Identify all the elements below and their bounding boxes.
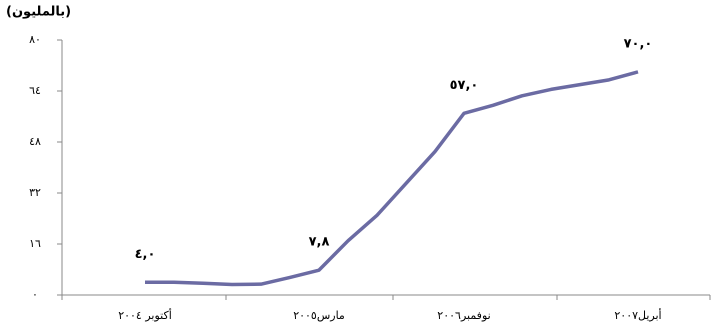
value-label: ٥٧,٠	[450, 78, 479, 93]
line	[145, 70, 639, 287]
value-label: ٧٠,٠	[624, 36, 653, 51]
y-tick-label: ٨٠	[29, 33, 41, 46]
value-label: ٧,٨	[309, 235, 330, 250]
y-tick-label: ١٦	[29, 237, 41, 250]
unit-label: (بالمليون)	[6, 5, 71, 20]
value-label: ٤,٠	[135, 247, 156, 262]
x-tick-label: أبريل٢٠٠٧	[614, 308, 661, 322]
x-tick-label: أكتوبر ٢٠٠٤	[118, 308, 172, 322]
x-tick-label: مارس٢٠٠٥	[293, 309, 345, 322]
y-tick-label: ٤٨	[29, 135, 41, 148]
y-tick-label: ٠	[32, 288, 38, 301]
y-tick-label: ٦٤	[29, 84, 41, 97]
x-tick-label: نوفمبر٢٠٠٦	[437, 309, 490, 322]
y-tick-label: ٣٢	[29, 186, 41, 199]
